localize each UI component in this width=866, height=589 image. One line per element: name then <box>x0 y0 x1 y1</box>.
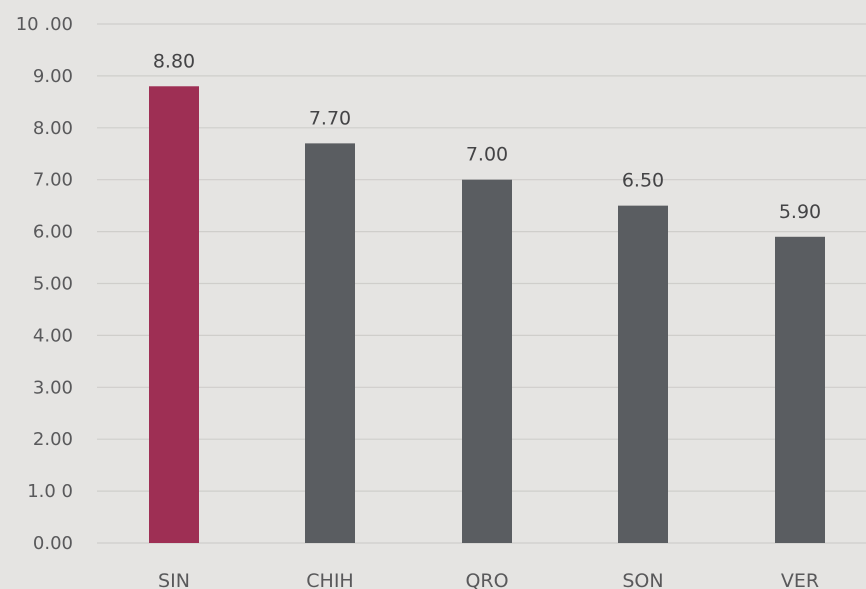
y-tick-label: 10 .00 <box>16 14 73 35</box>
data-label-son: 6.50 <box>622 170 664 192</box>
y-tick-label: 4.00 <box>33 325 73 346</box>
x-category-label: SIN <box>158 570 190 589</box>
y-tick-label: 5.00 <box>33 274 73 295</box>
y-tick-label: 0.00 <box>33 533 73 554</box>
bar-qro <box>462 180 512 543</box>
x-category-label: CHIH <box>306 570 353 589</box>
y-tick-label: 9.00 <box>33 66 73 87</box>
x-axis-category-labels: SIN CHIH QRO SON VER <box>158 570 819 589</box>
y-tick-label: 7.00 <box>33 170 73 191</box>
bar-chih <box>305 143 355 543</box>
y-axis-tick-labels: 0.00 1.0 0 2.00 3.00 4.00 5.00 6.00 7.00 8.00 9.0… <box>16 14 73 554</box>
data-label-qro: 7.00 <box>466 144 508 166</box>
y-tick-label: 1.0 0 <box>27 481 73 502</box>
bar-ver <box>775 237 825 543</box>
y-tick-label: 3.00 <box>33 377 73 398</box>
data-label-sin: 8.80 <box>153 50 195 72</box>
bar-sin <box>149 86 199 543</box>
y-tick-label: 6.00 <box>33 222 73 243</box>
x-category-label: VER <box>781 570 819 589</box>
y-tick-label: 2.00 <box>33 429 73 450</box>
bar-son <box>618 206 668 543</box>
y-tick-label: 8.00 <box>33 118 73 139</box>
x-category-label: QRO <box>465 570 508 589</box>
x-category-label: SON <box>622 570 663 589</box>
data-label-chih: 7.70 <box>309 107 351 129</box>
data-label-ver: 5.90 <box>779 201 821 223</box>
